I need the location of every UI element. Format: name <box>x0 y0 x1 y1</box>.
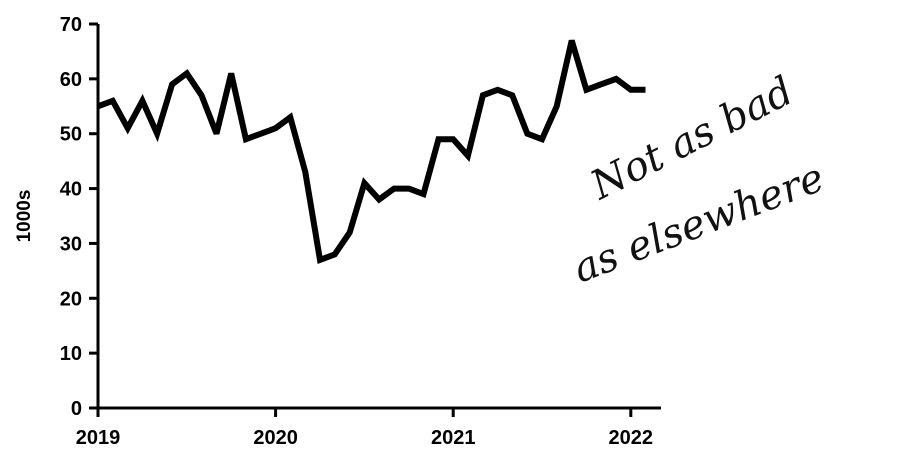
x-tick-label: 2021 <box>431 427 476 449</box>
series-line-0 <box>96 39 646 264</box>
y-tick-label: 0 <box>71 398 82 420</box>
y-tick-label: 50 <box>60 124 82 146</box>
y-tick-label: 30 <box>60 233 82 255</box>
handwritten-note: Not as bad as elsewhere <box>567 68 830 292</box>
x-tick-label: 2022 <box>609 427 654 449</box>
y-tick-label: 40 <box>60 179 82 201</box>
x-tick-label: 2019 <box>76 427 121 449</box>
y-tick-label: 10 <box>60 343 82 365</box>
y-tick-label: 60 <box>60 69 82 91</box>
x-axis: 2019 2020 2021 2022 <box>76 406 661 449</box>
y-axis-title: 1000s <box>14 190 35 243</box>
y-axis: 0 10 20 30 40 50 60 70 <box>60 14 100 420</box>
series-layer <box>96 39 646 264</box>
y-tick-label: 20 <box>60 288 82 310</box>
x-tick-label: 2020 <box>253 427 298 449</box>
y-tick-label: 70 <box>60 14 82 36</box>
